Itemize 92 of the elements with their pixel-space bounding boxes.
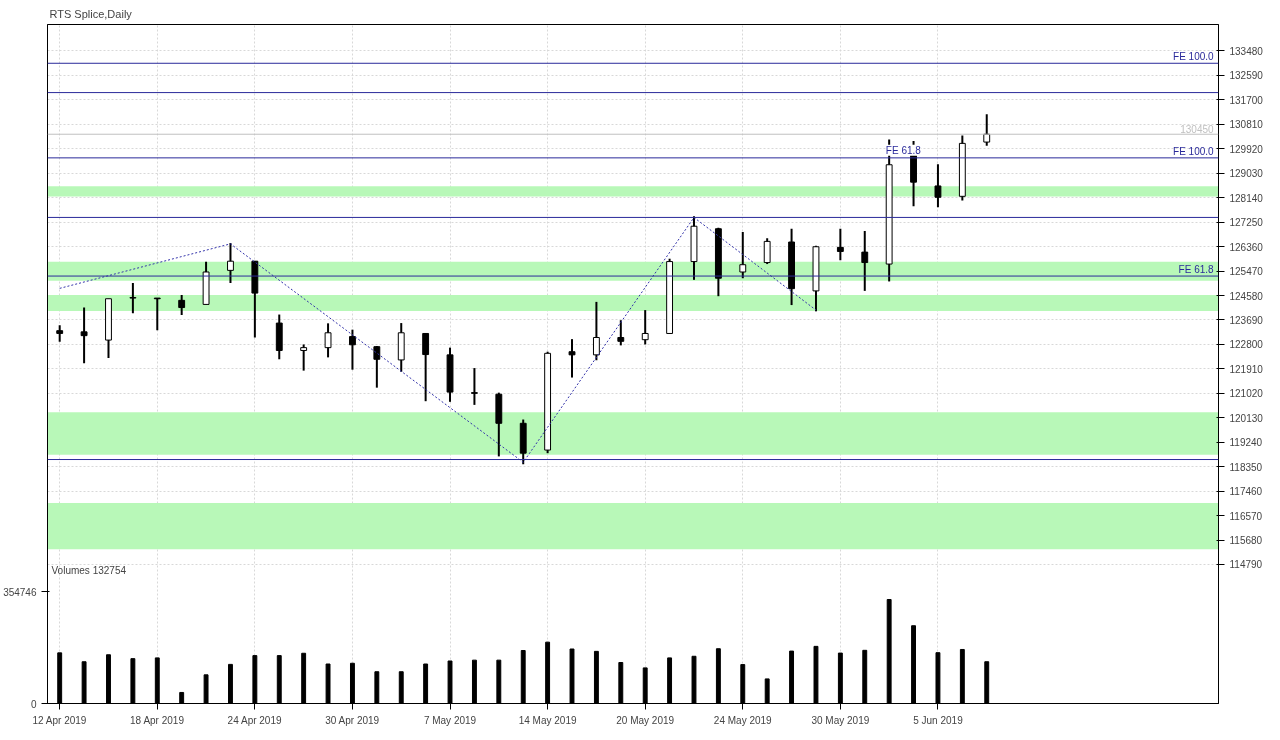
bar (203, 674, 209, 704)
candlestick (641, 309, 649, 346)
y-tick-label: 115680 (1229, 535, 1263, 547)
bar (959, 648, 965, 704)
bar (911, 625, 916, 704)
ref-line-label: FE 100.0 (1173, 51, 1215, 63)
candlestick (592, 300, 600, 362)
candlestick (763, 237, 771, 266)
x-tick-label: 30 Apr 2019 (325, 714, 380, 726)
y-tick-label: 121910 (1229, 363, 1264, 375)
candlestick (324, 322, 332, 359)
bar (984, 661, 990, 704)
y-tick-label: 125470 (1229, 266, 1264, 278)
x-tick-label: 5 Jun 2019 (913, 714, 964, 726)
annotation: FE 61.8 (885, 144, 922, 156)
bar (471, 659, 477, 704)
candlestick (983, 113, 991, 147)
y-tick-label: 129030 (1229, 168, 1264, 180)
bar (374, 671, 380, 704)
y-tick-label: 121020 (1229, 388, 1264, 400)
candlestick (568, 338, 576, 379)
candlestick (934, 163, 942, 209)
bar (593, 650, 599, 704)
y-tick-label: 114790 (1229, 559, 1263, 571)
candlestick (300, 343, 308, 372)
bar (813, 645, 819, 704)
x-tick-label: 18 Apr 2019 (130, 714, 185, 726)
y-tick-label: 133480 (1229, 45, 1264, 57)
candlestick (349, 328, 356, 371)
y-tick-label: 118350 (1229, 461, 1263, 473)
bar (862, 649, 868, 704)
bar (520, 650, 526, 704)
x-tick-label: 24 May 2019 (713, 714, 773, 726)
line-series (59, 216, 817, 463)
candlestick (80, 306, 88, 365)
y-tick-label: 124580 (1229, 290, 1264, 302)
candlestick (422, 332, 430, 403)
bar (81, 661, 87, 704)
ref-line-label: FE 100.0 (1173, 145, 1215, 157)
candlestick (836, 227, 844, 262)
candlestick (739, 230, 747, 280)
candlestick (129, 281, 137, 315)
y-tick-label: 116570 (1229, 510, 1263, 522)
bar (106, 654, 111, 704)
bar (496, 659, 502, 704)
y-tick-label: 120130 (1229, 412, 1264, 424)
bar (789, 650, 795, 704)
bar (886, 599, 892, 704)
annotation: Volumes 132754 (51, 564, 127, 576)
bar (398, 671, 404, 704)
x-tick-label: 24 Apr 2019 (227, 714, 282, 726)
candlestick (227, 241, 234, 284)
bar (569, 648, 575, 704)
bar (325, 663, 331, 704)
y-tick-label: 123690 (1229, 314, 1264, 326)
y-tick-label: 117460 (1229, 486, 1263, 498)
candlestick (373, 345, 381, 389)
x-tick-label: 14 May 2019 (518, 714, 577, 726)
x-tick-label: 12 Apr 2019 (32, 714, 87, 726)
y-tick-label: 122800 (1229, 339, 1264, 351)
bar (276, 655, 282, 704)
bar (715, 648, 721, 704)
bar (179, 691, 185, 704)
candlestick (861, 229, 869, 292)
y2-tick-label: 354746 (3, 586, 37, 598)
candlestick (471, 367, 478, 406)
y-tick-label: 130810 (1229, 119, 1264, 131)
bar (130, 658, 136, 704)
bar (618, 662, 624, 704)
y-tick-label: 131700 (1229, 94, 1264, 106)
ref-line-label: FE 61.8 (1178, 264, 1215, 276)
bar (301, 652, 307, 704)
y-tick-label: 132590 (1229, 70, 1264, 82)
x-tick-label: 30 May 2019 (811, 714, 870, 726)
candlestick (178, 293, 186, 317)
bar (423, 663, 429, 704)
y-tick-label: 129920 (1229, 143, 1264, 155)
y-tick-label: 119240 (1229, 437, 1263, 449)
y-tick-label: 126360 (1229, 241, 1264, 253)
y2-tick-label: 0 (30, 698, 37, 710)
chart-title: RTS Splice,Daily (49, 7, 133, 20)
bar (228, 663, 233, 704)
x-tick-label: 7 May 2019 (423, 714, 477, 726)
bar (691, 655, 697, 704)
x-tick-label: 20 May 2019 (616, 714, 675, 726)
y-tick-label: 127250 (1229, 217, 1264, 229)
bar (764, 678, 770, 704)
candlestick (617, 319, 625, 347)
ref-line-label: 130450 (1180, 124, 1215, 136)
y-tick-label: 128140 (1229, 192, 1264, 204)
candlestick (153, 297, 161, 332)
bar (667, 657, 673, 704)
